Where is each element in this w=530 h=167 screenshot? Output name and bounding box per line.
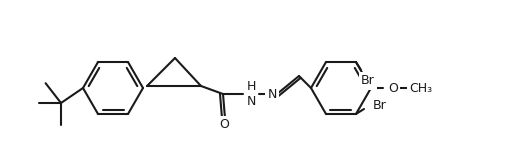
Text: N: N bbox=[267, 88, 277, 101]
Text: Br: Br bbox=[373, 100, 387, 113]
Text: O: O bbox=[388, 81, 398, 95]
Text: Br: Br bbox=[361, 74, 375, 87]
Text: O: O bbox=[219, 119, 229, 131]
Text: H
N: H N bbox=[246, 80, 255, 108]
Text: CH₃: CH₃ bbox=[410, 81, 432, 95]
